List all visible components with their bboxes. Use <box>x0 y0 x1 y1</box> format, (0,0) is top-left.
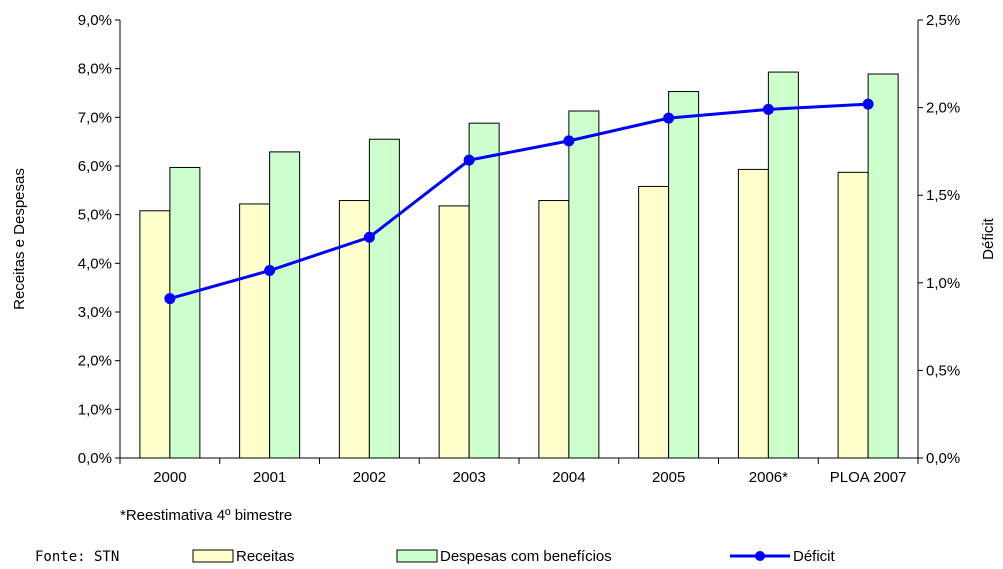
bar-receitas-ploa-2007 <box>837 171 869 459</box>
bar-receitas-2000 <box>139 210 171 459</box>
bar-despesas-ploa-2007 <box>867 73 899 459</box>
y-tick-label: 3,0% <box>78 304 112 321</box>
deficit-line-layer <box>164 98 874 305</box>
bar-receitas-2004 <box>538 200 570 459</box>
y-tick-label: 6,0% <box>78 158 112 175</box>
source-label: Fonte: STN <box>35 549 119 565</box>
bar-despesas-2002 <box>368 138 400 459</box>
bar-receitas-2001 <box>239 203 271 459</box>
x-tick-label-2000: 2000 <box>153 469 186 486</box>
bar-despesas-2005 <box>668 91 700 459</box>
y-tick-label: 9,0% <box>78 12 112 29</box>
x-tick-label-2005: 2005 <box>652 469 685 486</box>
x-tick-label-2006: 2006* <box>749 469 788 486</box>
deficit-point-2006 <box>762 103 774 115</box>
y2-axis-label: Déficit <box>980 217 997 260</box>
deficit-point-2002 <box>363 231 375 243</box>
legend-swatch-receitas <box>192 549 234 563</box>
tick-layer: 2000 2001 2002 2003 2004 2005 2006* PLOA 2007 0,… <box>78 12 960 486</box>
y2-tick-label: 2,0% <box>926 100 960 117</box>
y-tick-label: 8,0% <box>78 61 112 78</box>
x-tick-label-2002: 2002 <box>353 469 386 486</box>
legend-marker-deficit <box>755 551 765 561</box>
deficit-point-2004 <box>563 135 575 147</box>
y-axis-label: Receitas e Despesas <box>11 168 28 310</box>
bar-despesas-2006 <box>767 71 799 459</box>
bar-despesas-2000 <box>169 166 201 459</box>
legend-label-deficit: Déficit <box>793 548 836 565</box>
legend-label-receitas: Receitas <box>236 548 294 565</box>
y2-tick-label: 2,5% <box>926 12 960 29</box>
x-tick-label-ploa-2007: PLOA 2007 <box>830 469 907 486</box>
bar-receitas-2005 <box>638 185 670 459</box>
bar-despesas-2001 <box>269 151 301 459</box>
bar-receitas-2003 <box>438 205 470 459</box>
x-tick-label-2001: 2001 <box>253 469 286 486</box>
y-tick-label: 4,0% <box>78 255 112 272</box>
deficit-point-2003 <box>463 154 475 166</box>
bar-receitas-2006 <box>737 168 769 459</box>
y-tick-label: 0,0% <box>78 450 112 467</box>
legend-label-despesas: Despesas com benefícios <box>440 548 612 565</box>
y-tick-label: 7,0% <box>78 109 112 126</box>
deficit-point-ploa-2007 <box>862 98 874 110</box>
y-tick-label: 1,0% <box>78 401 112 418</box>
legend-swatch-despesas <box>396 549 438 563</box>
y2-tick-label: 0,5% <box>926 362 960 379</box>
y2-tick-label: 1,5% <box>926 187 960 204</box>
y2-tick-label: 0,0% <box>926 450 960 467</box>
bar-despesas-2003 <box>468 122 500 459</box>
bar-despesas-2004 <box>568 110 600 459</box>
y2-tick-label: 1,0% <box>926 275 960 292</box>
deficit-point-2000 <box>164 293 176 305</box>
y-tick-label: 2,0% <box>78 353 112 370</box>
legend: Fonte: STN Receitas Despesas com benefíc… <box>35 548 836 565</box>
deficit-point-2005 <box>663 112 675 124</box>
x-tick-label-2004: 2004 <box>552 469 585 486</box>
bar-layer <box>139 71 899 459</box>
y-tick-label: 5,0% <box>78 207 112 224</box>
deficit-point-2001 <box>264 265 276 277</box>
footnote: *Reestimativa 4º bimestre <box>120 507 292 524</box>
deficit-line <box>169 102 869 301</box>
x-tick-label-2003: 2003 <box>452 469 485 486</box>
